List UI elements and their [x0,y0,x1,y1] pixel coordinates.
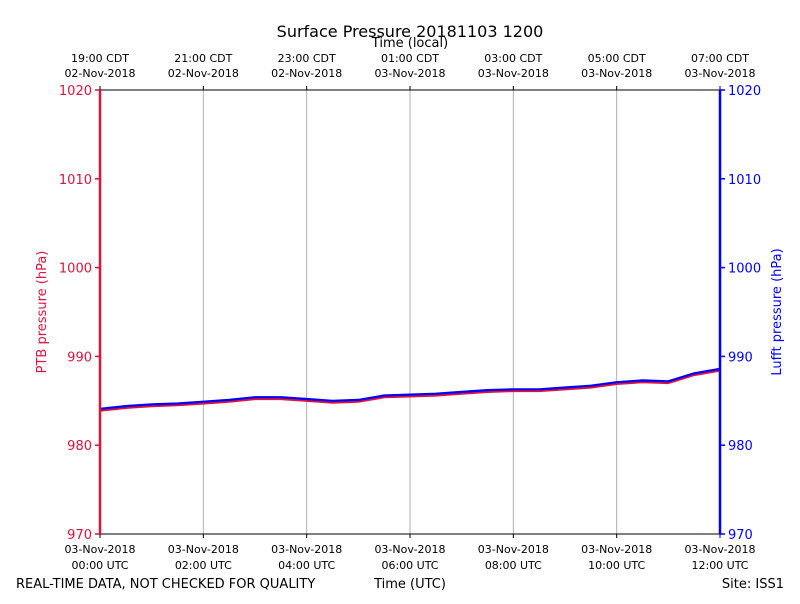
ptb-pressure-line [98,369,722,412]
x-tick-label-time: 10:00 UTC [588,559,645,572]
right-y-tick-label: 1000 [728,262,761,277]
lufft-pressure-line [98,367,722,410]
x-tick-label-date: 03-Nov-2018 [478,543,549,556]
left-y-tick-label: 980 [67,439,92,454]
series-lines [98,367,722,412]
top-tick-label-time: 01:00 CDT [381,52,439,65]
top-tick-label-time: 03:00 CDT [484,52,542,65]
right-y-tick-label: 970 [728,528,753,543]
top-axis-label: Time (local) [371,36,448,51]
top-tick-label-time: 05:00 CDT [588,52,646,65]
left-y-tick-label: 970 [67,528,92,543]
chart-title: Surface Pressure 20181103 1200 [277,22,544,41]
left-y-tick-label: 1000 [59,262,92,277]
left-axis-label: PTB pressure (hPa) [35,251,50,374]
x-tick-label-date: 03-Nov-2018 [168,543,239,556]
top-tick-label-date: 02-Nov-2018 [64,67,135,80]
site-footer: Site: ISS1 [722,577,784,592]
quality-footer: REAL-TIME DATA, NOT CHECKED FOR QUALITY [16,577,315,592]
left-y-tick-label: 1010 [59,173,92,188]
x-tick-label-date: 03-Nov-2018 [374,543,445,556]
right-axis-label: Lufft pressure (hPa) [770,248,785,375]
top-tick-label-time: 07:00 CDT [691,52,749,65]
right-y-tick-label: 1020 [728,84,761,99]
x-tick-label-time: 02:00 UTC [175,559,232,572]
left-y-tick-label: 990 [67,350,92,365]
x-tick-label-date: 03-Nov-2018 [684,543,755,556]
top-tick-label-date: 03-Nov-2018 [478,67,549,80]
x-tick-label-time: 04:00 UTC [278,559,335,572]
right-y-tick-label: 980 [728,439,753,454]
top-tick-label-time: 21:00 CDT [174,52,232,65]
x-tick-label-time: 12:00 UTC [691,559,748,572]
top-tick-label-date: 02-Nov-2018 [168,67,239,80]
axis-ticks: 03-Nov-2018 00:00 UTC 03-Nov-2018 02:00 UTC… [59,52,761,572]
top-tick-label-date: 02-Nov-2018 [271,67,342,80]
x-tick-label-time: 08:00 UTC [485,559,542,572]
x-tick-label-date: 03-Nov-2018 [271,543,342,556]
x-axis-label: Time (UTC) [373,577,446,592]
top-tick-label-time: 23:00 CDT [278,52,336,65]
right-y-tick-label: 990 [728,350,753,365]
x-tick-label-date: 03-Nov-2018 [581,543,652,556]
top-tick-label-time: 19:00 CDT [71,52,129,65]
x-tick-label-date: 03-Nov-2018 [64,543,135,556]
top-tick-label-date: 03-Nov-2018 [581,67,652,80]
grid-lines [202,90,618,534]
right-y-tick-label: 1010 [728,173,761,188]
top-tick-label-date: 03-Nov-2018 [684,67,755,80]
top-tick-label-date: 03-Nov-2018 [374,67,445,80]
left-y-tick-label: 1020 [59,84,92,99]
x-tick-label-time: 00:00 UTC [71,559,128,572]
x-tick-label-time: 06:00 UTC [381,559,438,572]
